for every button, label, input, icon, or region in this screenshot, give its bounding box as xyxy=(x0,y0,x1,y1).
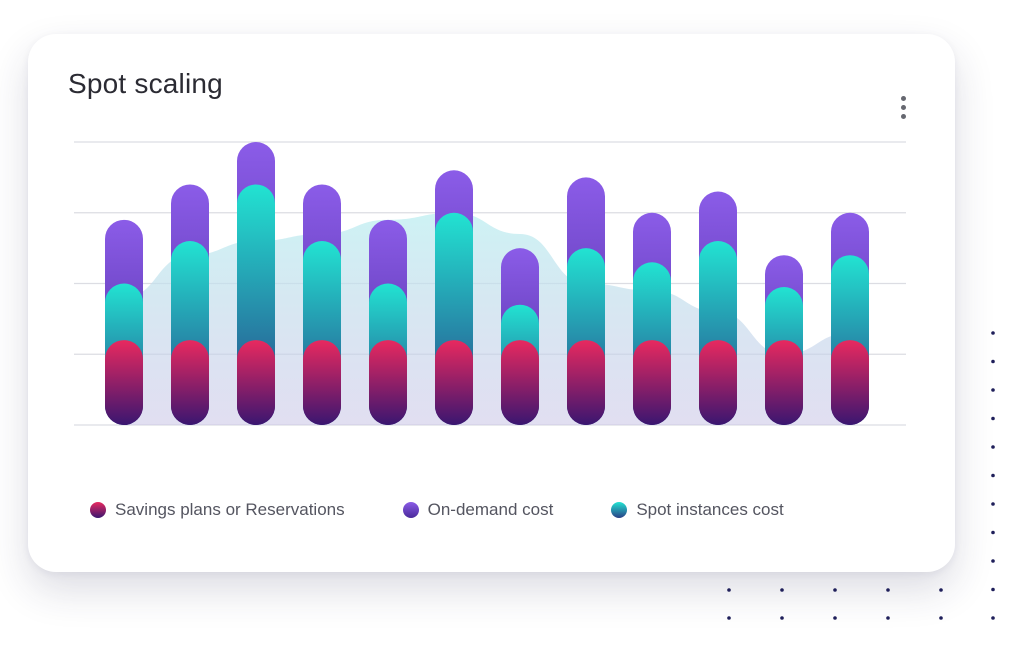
decor-dot xyxy=(727,588,731,592)
bar-segment-savings[interactable] xyxy=(567,340,605,425)
decor-dot xyxy=(780,588,784,592)
decor-dot xyxy=(991,473,995,478)
menu-dot xyxy=(900,113,906,119)
bar-segment-savings[interactable] xyxy=(237,340,275,425)
legend-item-spot[interactable]: Spot instances cost xyxy=(611,500,784,520)
bar-segment-savings[interactable] xyxy=(831,340,869,425)
decor-dot xyxy=(991,388,995,392)
decor-dot xyxy=(991,359,995,364)
bar-segment-savings[interactable] xyxy=(369,340,407,425)
bar-segment-savings[interactable] xyxy=(303,340,341,425)
decor-dot xyxy=(886,616,890,620)
legend-item-savings[interactable]: Savings plans or Reservations xyxy=(90,500,345,520)
legend-label: Spot instances cost xyxy=(636,500,784,519)
legend-dot-icon xyxy=(90,502,106,518)
decor-dot xyxy=(991,616,995,620)
legend-dot-icon xyxy=(402,502,419,518)
decor-dot xyxy=(991,445,995,449)
chart-title: Spot scaling xyxy=(68,68,223,99)
decor-dot xyxy=(939,616,943,620)
bar-segment-savings[interactable] xyxy=(501,340,539,425)
decor-dot xyxy=(991,530,995,535)
legend-label: Savings plans or Reservations xyxy=(115,500,345,519)
bar-segment-savings[interactable] xyxy=(633,340,671,425)
bar-segment-savings[interactable] xyxy=(105,340,143,425)
bar-segment-savings[interactable] xyxy=(765,340,803,425)
chart-card: Spot scaling Savings plans or Reservatio… xyxy=(28,34,955,572)
kebab-menu-icon[interactable] xyxy=(892,92,914,122)
bar-segment-savings[interactable] xyxy=(699,340,737,425)
decor-dot xyxy=(991,587,995,592)
decor-dot xyxy=(886,588,890,592)
bar-segment-savings[interactable] xyxy=(435,340,473,425)
chart-legend: Savings plans or Reservations On-demand … xyxy=(90,500,950,520)
decor-dot xyxy=(833,616,837,620)
decor-dot xyxy=(833,588,837,592)
decor-dot xyxy=(939,588,943,592)
legend-item-on-demand[interactable]: On-demand cost xyxy=(402,500,554,520)
legend-dot-icon xyxy=(611,502,628,518)
decor-dot xyxy=(991,502,995,506)
decor-dot xyxy=(780,616,784,620)
chart-plot xyxy=(74,141,906,426)
menu-dot xyxy=(900,95,906,101)
decor-dot xyxy=(991,331,995,335)
menu-dot xyxy=(900,104,906,110)
decor-dot xyxy=(991,416,995,421)
legend-label: On-demand cost xyxy=(427,500,554,519)
decor-dot xyxy=(991,559,995,563)
bar-segment-savings[interactable] xyxy=(171,340,209,425)
decor-dot xyxy=(727,616,731,620)
